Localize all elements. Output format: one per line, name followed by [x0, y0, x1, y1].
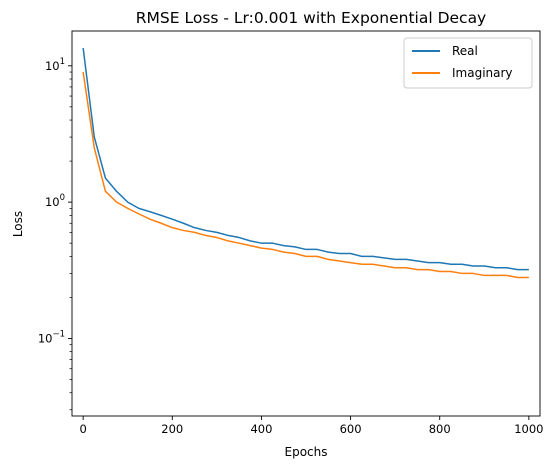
plot-border [71, 30, 541, 417]
legend-label-real: Real [452, 44, 478, 58]
series-line-real [82, 47, 529, 271]
legend-label-imaginary: Imaginary [452, 66, 513, 80]
x-tick-label: 800 [429, 422, 451, 436]
x-axis-ticks: 0 200 400 600 800 1000 [79, 416, 543, 436]
y-tick-label: 10−1 [38, 329, 65, 345]
x-tick-label: 600 [340, 422, 362, 436]
plot-area [72, 31, 540, 416]
x-tick-label: 200 [161, 422, 183, 436]
y-tick-label: 100 [45, 193, 65, 209]
chart-title: RMSE Loss - Lr:0.001 with Exponential De… [136, 9, 486, 27]
x-axis-label: Epochs [285, 445, 328, 459]
legend: Real Imaginary [403, 37, 533, 89]
x-tick-label: 0 [79, 422, 86, 436]
y-axis-label: Loss [11, 211, 25, 237]
x-tick-label: 400 [250, 422, 272, 436]
series-line-imaginary [82, 71, 529, 279]
x-tick-label: 1000 [514, 422, 543, 436]
series-layer [82, 47, 529, 279]
y-tick-label: 101 [45, 57, 65, 73]
y-axis-ticks: 10−1 100 101 [38, 57, 72, 411]
